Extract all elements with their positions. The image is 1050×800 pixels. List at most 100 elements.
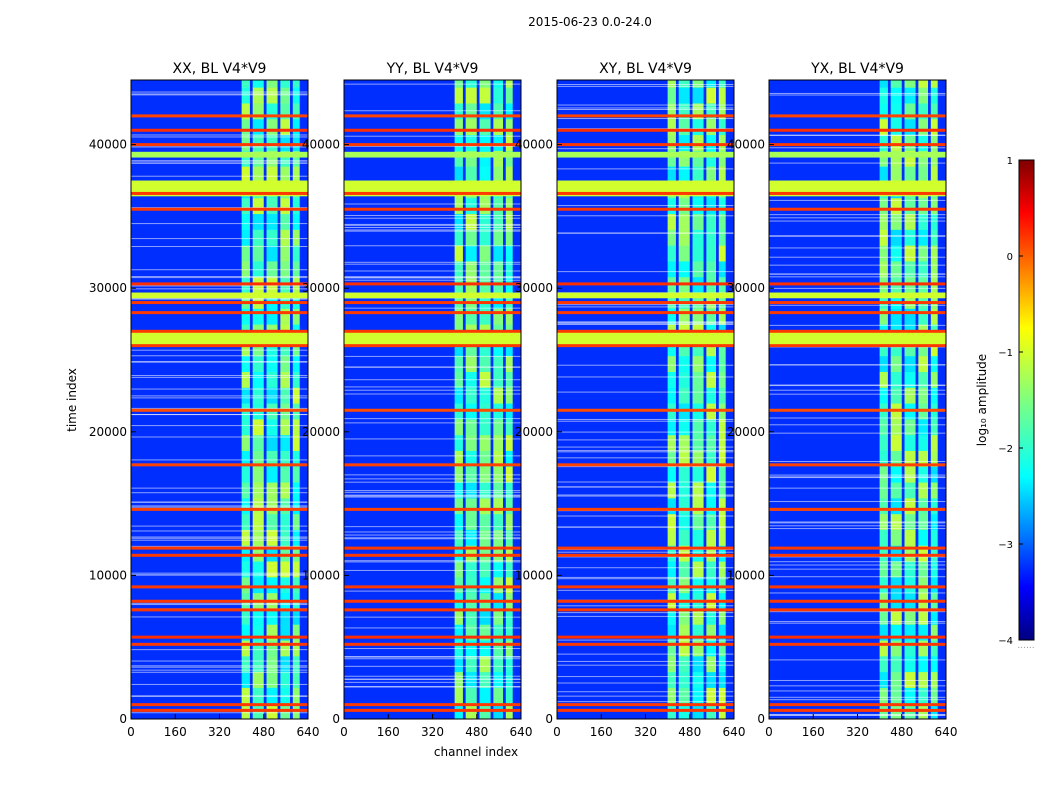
- signal-cell: [930, 213, 938, 230]
- broadband-band: [557, 331, 734, 346]
- signal-cell: [465, 655, 477, 673]
- gap-line: [557, 578, 734, 580]
- signal-cell: [918, 450, 929, 467]
- rfi-row: [769, 708, 946, 712]
- signal-cell: [706, 450, 717, 467]
- signal-cell: [918, 339, 929, 357]
- signal-cell: [454, 166, 463, 183]
- signal-cell: [706, 150, 717, 167]
- y-tick-label: 10000: [302, 568, 340, 582]
- rfi-row: [344, 311, 521, 315]
- x-tick-label: 320: [421, 725, 444, 739]
- gap-line: [557, 466, 734, 468]
- rfi-row: [557, 642, 734, 646]
- signal-cell: [252, 624, 264, 641]
- signal-cell: [280, 529, 291, 546]
- signal-cell: [505, 450, 513, 467]
- signal-cell: [904, 213, 916, 230]
- signal-cell: [667, 513, 676, 530]
- signal-cell: [918, 150, 929, 167]
- gap-line: [131, 712, 308, 714]
- signal-cell: [292, 166, 300, 183]
- signal-cell: [505, 118, 513, 136]
- signal-cell: [505, 497, 513, 515]
- signal-cell: [706, 118, 717, 136]
- gap-line: [557, 323, 734, 325]
- signal-cell: [904, 118, 916, 136]
- signal-cell: [879, 150, 888, 167]
- signal-cell: [454, 213, 463, 230]
- signal-cell: [505, 229, 513, 246]
- gap-line: [131, 297, 308, 299]
- signal-cell: [667, 245, 676, 262]
- gap-line: [769, 276, 946, 278]
- gap-line: [557, 457, 734, 459]
- gap-line: [131, 223, 308, 225]
- signal-cell: [465, 624, 477, 641]
- signal-cell: [241, 245, 250, 262]
- gap-line: [557, 451, 734, 453]
- signal-cell: [241, 482, 250, 499]
- gap-line: [557, 439, 734, 441]
- gap-line: [769, 324, 946, 326]
- gap-line: [769, 611, 946, 613]
- gap-line: [344, 490, 521, 492]
- gap-line: [557, 576, 734, 578]
- gap-line: [131, 246, 308, 248]
- rfi-row: [344, 143, 521, 147]
- gap-line: [769, 487, 946, 489]
- signal-cell: [879, 529, 888, 546]
- gap-line: [131, 649, 308, 651]
- signal-cell: [252, 102, 264, 120]
- signal-cell: [692, 371, 704, 388]
- signal-cell: [493, 545, 504, 562]
- broadband-band: [131, 331, 308, 346]
- signal-cell: [280, 339, 291, 357]
- gap-line: [344, 455, 521, 457]
- signal-cell: [266, 118, 278, 136]
- gap-line: [557, 615, 734, 617]
- gap-line: [557, 446, 734, 448]
- signal-cell: [692, 450, 704, 467]
- gap-line: [344, 203, 521, 205]
- signal-cell: [252, 229, 264, 246]
- signal-cell: [930, 576, 938, 594]
- signal-cell: [692, 339, 704, 357]
- gap-line: [344, 537, 521, 539]
- signal-cell: [454, 655, 463, 673]
- signal-cell: [890, 450, 902, 467]
- signal-cell: [292, 134, 300, 151]
- signal-cell: [505, 513, 513, 530]
- signal-cell: [505, 150, 513, 167]
- signal-cell: [292, 229, 300, 246]
- signal-cell: [505, 166, 513, 183]
- signal-cell: [252, 482, 264, 499]
- rfi-row: [557, 599, 734, 603]
- panel-2: XY, BL V4*V9 0 160 320 480 640 0 10000 20000 3000…: [515, 61, 746, 739]
- gap-line: [344, 616, 521, 618]
- rfi-row: [557, 408, 734, 412]
- signal-cell: [454, 339, 463, 357]
- signal-cell: [904, 339, 916, 357]
- signal-cell: [241, 308, 250, 325]
- signal-cell: [930, 640, 938, 657]
- signal-cell: [479, 624, 491, 641]
- gap-line: [131, 604, 308, 606]
- signal-cell: [692, 387, 704, 404]
- rfi-row: [131, 143, 308, 147]
- signal-cell: [890, 166, 902, 183]
- rfi-row: [769, 642, 946, 646]
- signal-cell: [667, 118, 676, 136]
- gap-line: [344, 665, 521, 667]
- gap-line: [131, 238, 308, 240]
- signal-cell: [678, 134, 690, 151]
- signal-cell: [678, 466, 690, 483]
- rfi-row: [769, 703, 946, 707]
- rfi-row: [344, 344, 521, 348]
- signal-cell: [718, 529, 726, 546]
- x-tick-label: 480: [890, 725, 913, 739]
- signal-cell: [479, 87, 491, 104]
- signal-cell: [493, 87, 504, 104]
- signal-cell: [252, 308, 264, 325]
- signal-cell: [479, 450, 491, 467]
